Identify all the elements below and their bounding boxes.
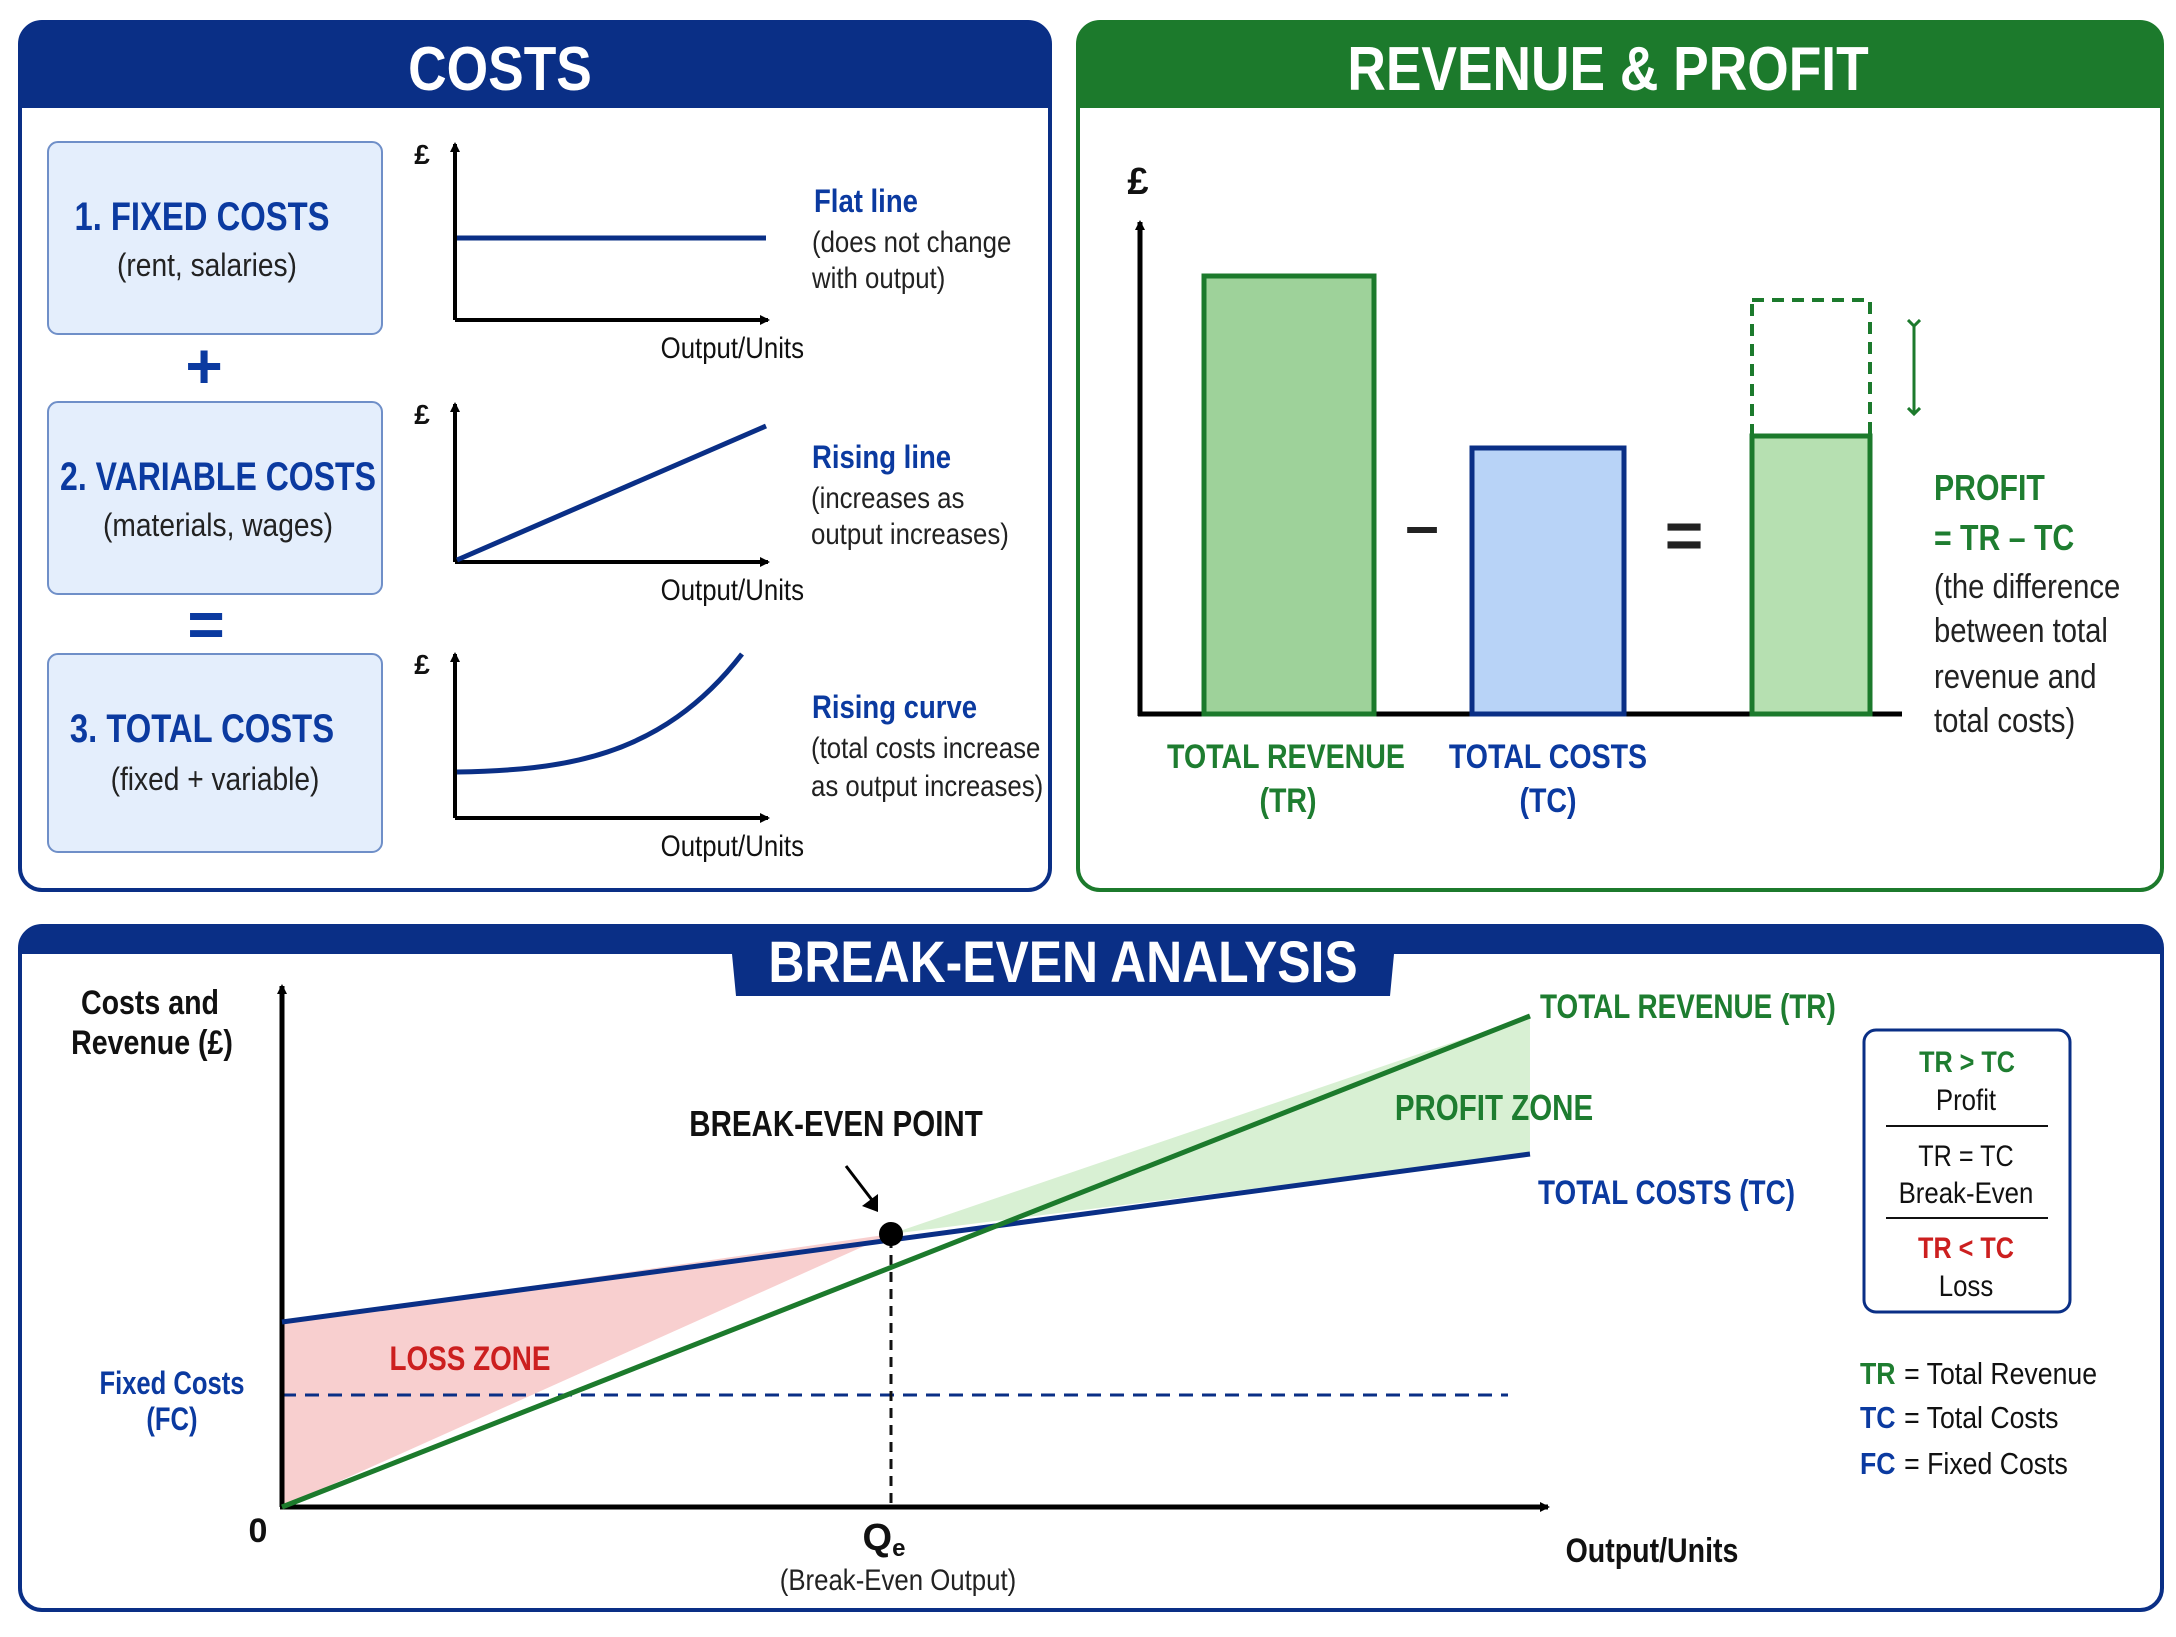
- fixed-costs-chart: £ Output/Units: [414, 139, 804, 364]
- profit-zone-label: PROFIT ZONE: [1395, 1087, 1593, 1127]
- rising-curve: [456, 652, 744, 775]
- tr-bar-label-1: TOTAL REVENUE: [1167, 738, 1405, 776]
- revenue-profit-title: REVENUE & PROFIT: [1347, 35, 1868, 104]
- total-costs-bar: [1469, 445, 1627, 717]
- fc-label-1: Fixed Costs: [99, 1366, 244, 1401]
- fixed-costs-sub: (rent, salaries): [117, 248, 297, 283]
- total-chart-x-label: Output/Units: [661, 829, 804, 862]
- legend-box: [1862, 1028, 2072, 1314]
- break-even-pointer-arrow: [844, 1165, 874, 1201]
- abbrev-fc: FC = Fixed Costs: [1860, 1447, 2068, 1481]
- plus-sign: +: [185, 330, 222, 402]
- tr-line-label: TOTAL REVENUE (TR): [1540, 987, 1836, 1025]
- abbrev-tr-text: = Total Revenue: [1904, 1357, 2097, 1391]
- be-y-label-1: Costs and: [81, 984, 219, 1022]
- qe-desc: (Break-Even Output): [780, 1563, 1017, 1596]
- abbrev-tc: TC = Total Costs: [1860, 1401, 2058, 1435]
- break-even-point-label: BREAK-EVEN POINT: [689, 1103, 982, 1143]
- be-origin: 0: [249, 1512, 268, 1550]
- profit-title: PROFIT: [1934, 469, 2045, 509]
- profit-desc-3: revenue and: [1934, 657, 2096, 696]
- qe-main: Q: [863, 1517, 893, 1559]
- qe-label: Qe: [863, 1517, 906, 1562]
- tc-line-label: TOTAL COSTS (TC): [1538, 1173, 1795, 1211]
- abbrev-fc-text: = Fixed Costs: [1904, 1447, 2068, 1481]
- rising-line-title: Rising line: [812, 440, 951, 475]
- total-revenue-bar: [1201, 273, 1377, 717]
- variable-chart-x-label: Output/Units: [661, 573, 804, 606]
- fixed-costs-heading: 1. FIXED COSTS: [74, 194, 329, 239]
- fc-label-2: (FC): [146, 1402, 197, 1437]
- break-even-header: [20, 926, 2162, 996]
- fixed-chart-x-label: Output/Units: [661, 331, 804, 364]
- legend-breakeven-meaning: Break-Even: [1899, 1176, 2034, 1209]
- profit-bar: [1749, 433, 1873, 717]
- total-revenue-line: [281, 1013, 1531, 1510]
- rising-line-desc-1: (increases as: [811, 481, 964, 514]
- costs-panel: COSTS 1. FIXED COSTS (rent, salaries) + …: [18, 20, 1052, 892]
- legend-loss-rel: TR < TC: [1918, 1231, 2014, 1265]
- total-chart-y-label: £: [414, 649, 430, 680]
- profit-desc-1: (the difference: [1934, 567, 2120, 606]
- rp-y-label: £: [1127, 161, 1148, 203]
- loss-zone-label: LOSS ZONE: [389, 1339, 550, 1377]
- be-x-label: Output/Units: [1566, 1532, 1739, 1570]
- profit-formula: = TR – TC: [1934, 519, 2074, 559]
- profit-desc-2: between total: [1934, 611, 2108, 650]
- total-costs-sub: (fixed + variable): [111, 762, 320, 797]
- profit-dashed-outline: [1750, 298, 1872, 442]
- tr-bar-label-2: (TR): [1259, 782, 1316, 820]
- fixed-costs-box: [47, 141, 383, 335]
- costs-header: [20, 22, 1050, 108]
- abbrev-tc-text: = Total Costs: [1904, 1401, 2058, 1435]
- variable-chart-y-label: £: [414, 399, 430, 430]
- abbrev-tr: TR = Total Revenue: [1860, 1357, 2097, 1391]
- rising-curve-desc-2: as output increases): [811, 769, 1043, 802]
- costs-title: COSTS: [408, 35, 592, 104]
- minus-sign: –: [1405, 492, 1438, 559]
- total-costs-line: [281, 1151, 1531, 1325]
- qe-sub: e: [892, 1535, 905, 1562]
- rising-line: [456, 423, 767, 563]
- revenue-profit-panel: REVENUE & PROFIT £ – = TOTAL REVENUE (TR…: [1076, 20, 2164, 892]
- revenue-profit-header: [1078, 22, 2162, 108]
- total-costs-box: [47, 653, 383, 853]
- be-y-label-2: Revenue (£): [71, 1024, 233, 1062]
- total-costs-chart: £ Output/Units: [414, 649, 804, 862]
- tc-bar-label-1: TOTAL COSTS: [1449, 738, 1647, 776]
- abbrev-tr-key: TR: [1860, 1357, 1896, 1391]
- variable-costs-sub: (materials, wages): [103, 508, 333, 543]
- rp-equals-sign: =: [1665, 498, 1704, 572]
- flat-line-desc-1: (does not change: [812, 225, 1011, 258]
- legend-breakeven-rel: TR = TC: [1918, 1139, 2013, 1173]
- variable-costs-heading: 2. VARIABLE COSTS: [60, 454, 376, 499]
- rising-curve-title: Rising curve: [812, 690, 977, 725]
- flat-line-desc-2: with output): [811, 261, 945, 294]
- abbrev-tc-key: TC: [1860, 1401, 1896, 1435]
- profit-desc-4: total costs): [1934, 701, 2075, 740]
- rising-curve-desc-1: (total costs increase: [811, 731, 1040, 764]
- break-even-panel: BREAK-EVEN ANALYSIS Costs and Revenue (£…: [18, 924, 2164, 1612]
- rising-line-desc-2: output increases): [811, 517, 1009, 550]
- legend-profit-meaning: Profit: [1936, 1083, 1996, 1116]
- break-even-point-marker: [879, 1222, 903, 1246]
- equals-sign: =: [187, 588, 224, 660]
- break-even-pointer-head: [862, 1194, 878, 1212]
- total-costs-heading: 3. TOTAL COSTS: [70, 706, 334, 751]
- legend-profit-rel: TR > TC: [1919, 1045, 2015, 1079]
- tc-bar-label-2: (TC): [1519, 782, 1576, 820]
- profit-zone-area: [891, 1016, 1530, 1234]
- variable-costs-chart: £ Output/Units: [414, 399, 804, 606]
- fixed-chart-y-label: £: [414, 139, 430, 170]
- legend-loss-meaning: Loss: [1939, 1269, 1993, 1302]
- variable-costs-box: [47, 401, 383, 595]
- abbrev-fc-key: FC: [1860, 1447, 1896, 1481]
- flat-line-title: Flat line: [814, 184, 918, 219]
- break-even-title: BREAK-EVEN ANALYSIS: [768, 931, 1357, 995]
